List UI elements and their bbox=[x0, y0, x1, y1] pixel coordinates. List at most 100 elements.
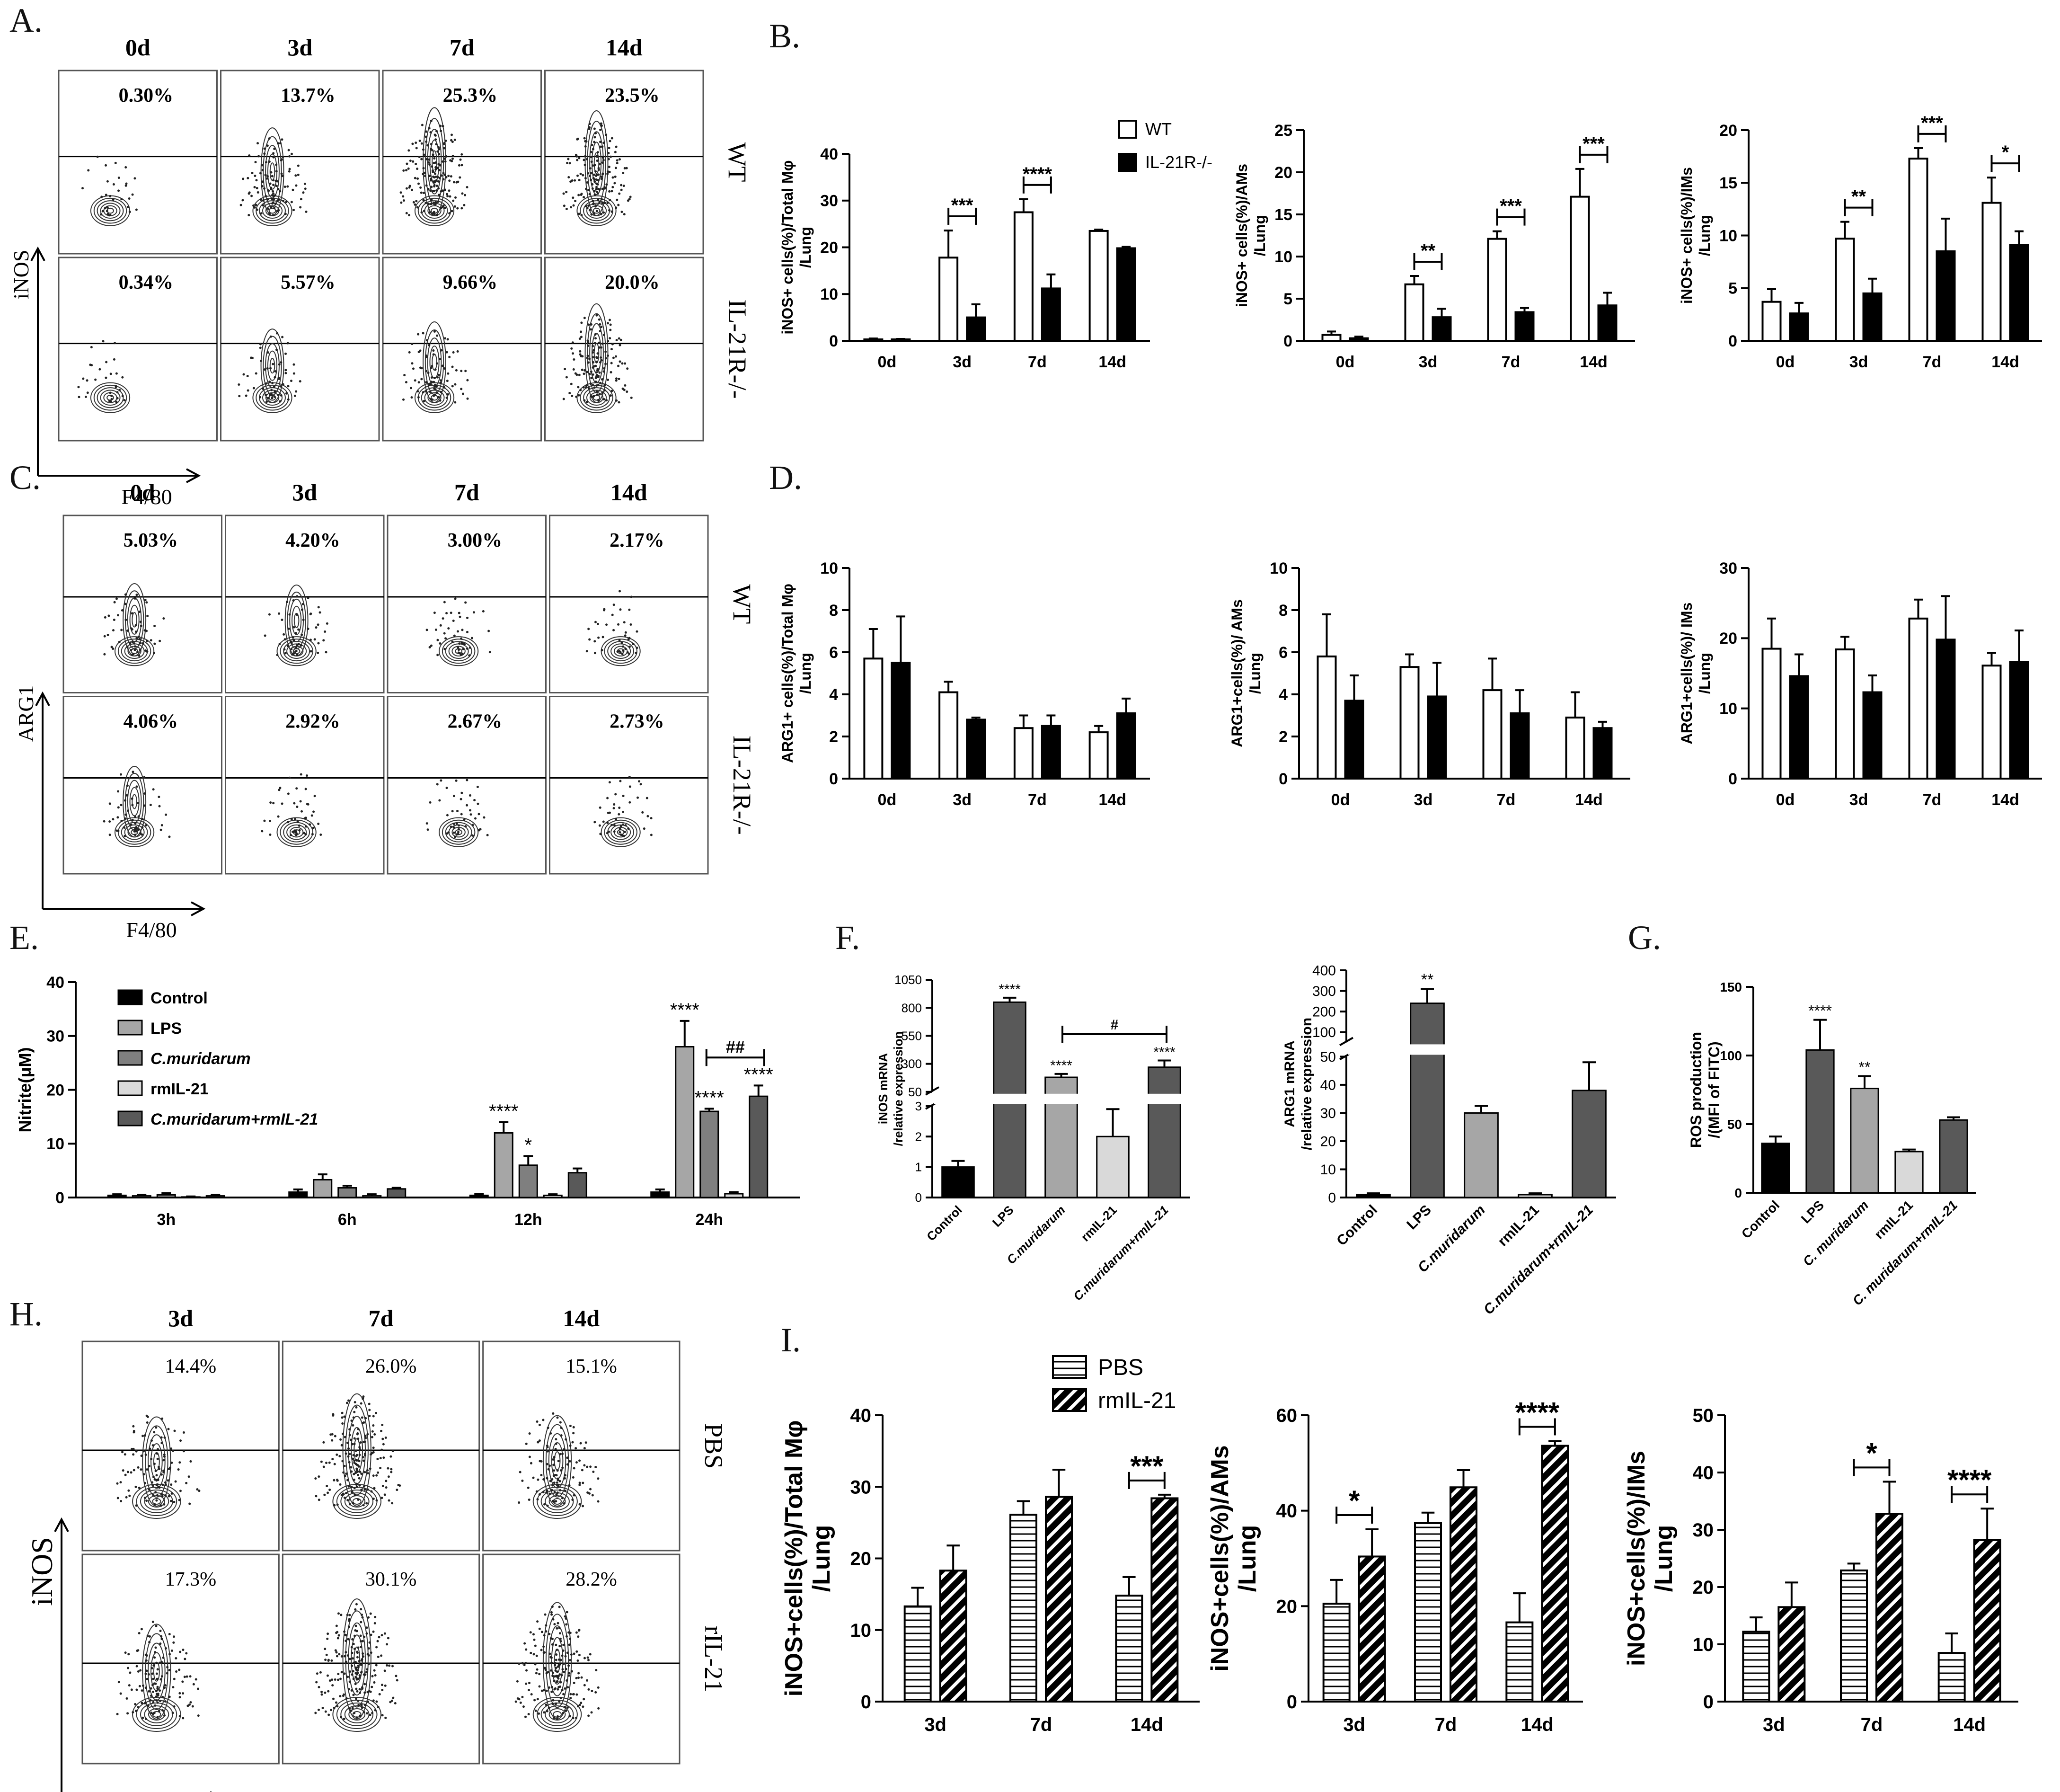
event-dot bbox=[371, 1712, 374, 1714]
event-dot bbox=[610, 190, 613, 193]
event-dot bbox=[135, 208, 138, 211]
event-dot bbox=[126, 205, 129, 208]
event-dot bbox=[635, 651, 637, 654]
event-dot bbox=[595, 174, 598, 177]
time-label: 7d bbox=[454, 479, 479, 506]
y-axis-label: /Lung bbox=[1696, 215, 1713, 256]
x-tick-label: 14d bbox=[1991, 353, 2019, 371]
event-dot bbox=[411, 188, 414, 191]
event-dot bbox=[168, 1632, 171, 1635]
bar bbox=[1150, 1497, 1179, 1703]
event-dot bbox=[603, 202, 606, 204]
event-dot bbox=[460, 164, 463, 167]
event-dot bbox=[592, 148, 594, 151]
event-dot bbox=[106, 206, 109, 209]
event-dot bbox=[287, 149, 290, 151]
event-dot bbox=[138, 1685, 141, 1687]
event-dot bbox=[170, 1461, 173, 1464]
event-dot bbox=[134, 816, 137, 818]
event-dot bbox=[302, 619, 305, 621]
event-dot bbox=[86, 391, 89, 394]
event-dot bbox=[131, 641, 134, 644]
event-dot bbox=[349, 1438, 352, 1441]
event-dot bbox=[423, 210, 425, 213]
event-dot bbox=[591, 183, 594, 186]
event-dot bbox=[154, 1646, 157, 1649]
contour-line bbox=[93, 197, 127, 224]
event-dot bbox=[177, 1468, 180, 1471]
event-dot bbox=[351, 1651, 354, 1654]
event-dot bbox=[311, 833, 314, 835]
event-dot bbox=[145, 1499, 148, 1502]
event-dot bbox=[303, 182, 306, 185]
event-dot bbox=[417, 381, 420, 384]
event-dot bbox=[192, 1683, 195, 1686]
event-dot bbox=[599, 141, 601, 143]
y-tick-label: 10 bbox=[1719, 700, 1737, 718]
event-dot bbox=[583, 373, 585, 375]
sig-marker: **** bbox=[1023, 164, 1052, 185]
dot-plot-box bbox=[58, 257, 218, 442]
event-dot bbox=[182, 1649, 185, 1651]
event-dot bbox=[617, 364, 620, 367]
event-dot bbox=[89, 364, 92, 366]
y-tick-label: 8 bbox=[829, 602, 838, 620]
event-dot bbox=[466, 397, 469, 400]
event-dot bbox=[560, 1469, 563, 1472]
event-dot bbox=[317, 822, 320, 825]
event-dot bbox=[366, 1488, 369, 1491]
event-dot bbox=[587, 628, 590, 630]
event-dot bbox=[436, 639, 439, 641]
event-dot bbox=[622, 810, 625, 813]
event-dot bbox=[371, 1686, 373, 1688]
event-dot bbox=[436, 150, 439, 153]
event-dot bbox=[274, 390, 276, 393]
event-dot bbox=[301, 603, 304, 605]
event-dot bbox=[586, 181, 589, 184]
event-dot bbox=[592, 351, 594, 354]
event-dot bbox=[596, 155, 599, 158]
event-dot bbox=[161, 1417, 164, 1420]
event-dot bbox=[99, 213, 102, 216]
time-label: 14d bbox=[563, 1305, 600, 1331]
event-dot bbox=[613, 182, 616, 185]
bar bbox=[1894, 1151, 1924, 1194]
event-dot bbox=[550, 1661, 553, 1664]
event-dot bbox=[438, 799, 441, 802]
event-dot bbox=[578, 1654, 581, 1657]
event-dot bbox=[124, 799, 126, 802]
event-dot bbox=[153, 624, 156, 627]
event-dot bbox=[555, 1667, 557, 1669]
event-dot bbox=[422, 167, 425, 169]
event-dot bbox=[574, 200, 577, 203]
event-dot bbox=[560, 1427, 563, 1429]
event-dot bbox=[552, 1618, 555, 1621]
event-dot bbox=[270, 186, 273, 189]
x-tick-label: 14d bbox=[1575, 791, 1603, 809]
event-dot bbox=[124, 166, 127, 169]
event-dot bbox=[636, 630, 638, 633]
event-dot bbox=[602, 159, 605, 161]
event-dot bbox=[554, 1447, 557, 1450]
event-dot bbox=[435, 143, 438, 146]
y-axis-label: /Lung bbox=[797, 227, 814, 268]
event-dot bbox=[145, 1669, 148, 1672]
event-dot bbox=[106, 210, 108, 213]
event-dot bbox=[169, 1499, 172, 1502]
event-dot bbox=[133, 828, 136, 831]
event-dot bbox=[170, 1649, 173, 1652]
event-dot bbox=[104, 207, 106, 210]
legend-label: C.muridarum bbox=[150, 1050, 251, 1068]
event-dot bbox=[126, 646, 129, 648]
event-dot bbox=[556, 1469, 559, 1472]
event-dot bbox=[589, 167, 592, 170]
event-dot bbox=[255, 204, 257, 206]
event-dot bbox=[599, 361, 601, 364]
event-dot bbox=[530, 1693, 533, 1696]
event-dot bbox=[447, 627, 450, 630]
event-dot bbox=[137, 1466, 140, 1469]
event-dot bbox=[360, 1703, 363, 1706]
event-dot bbox=[361, 1416, 363, 1419]
